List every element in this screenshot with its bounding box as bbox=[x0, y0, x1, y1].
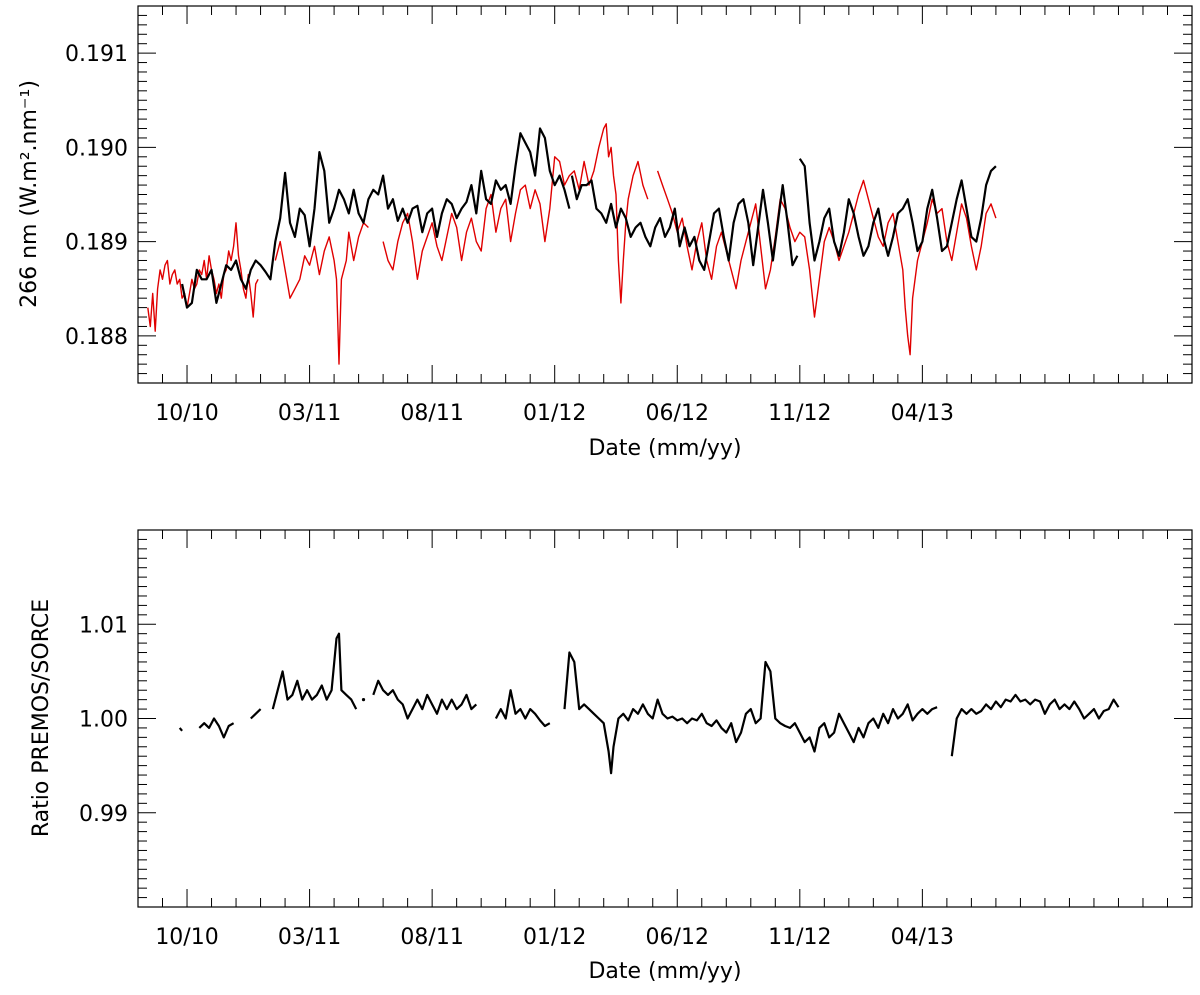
top-series-premos-line bbox=[274, 222, 369, 365]
top-y-tick-label: 0.190 bbox=[65, 136, 128, 161]
bottom-tick-group: 0.99 1.00 1.01 10/10 03/11 08/11 01/12 06/12 11/… bbox=[79, 529, 1193, 950]
top-series-group bbox=[147, 123, 997, 365]
top-y-tick-label: 0.188 bbox=[65, 325, 128, 350]
bottom-series-ratio-line bbox=[198, 717, 235, 739]
bottom-series-ratio-line bbox=[372, 679, 478, 720]
bottom-x-tick-label: 03/11 bbox=[278, 925, 341, 950]
top-y-tick-label: 0.189 bbox=[65, 231, 128, 256]
bottom-x-tick-label: 08/11 bbox=[400, 925, 463, 950]
top-x-tick-label: 10/10 bbox=[155, 401, 218, 426]
bottom-x-tick-label: 11/12 bbox=[768, 925, 831, 950]
top-series-premos-line bbox=[382, 123, 649, 304]
bottom-plot-frame bbox=[137, 529, 1193, 908]
top-x-tick-label: 11/12 bbox=[768, 401, 831, 426]
bottom-x-tick-label: 06/12 bbox=[646, 925, 709, 950]
top-y-axis-title: 266 nm (W.m².nm⁻¹) bbox=[17, 80, 42, 308]
top-series-sorce-line bbox=[570, 175, 799, 271]
bottom-x-tick-label: 04/13 bbox=[891, 925, 954, 950]
top-panel: 0.188 0.189 0.190 0.191 10/10 03/11 08/11 01/12… bbox=[17, 5, 1193, 461]
bottom-series-ratio-line bbox=[563, 651, 938, 775]
bottom-x-tick-label: 01/12 bbox=[523, 925, 586, 950]
top-x-tick-label: 03/11 bbox=[278, 401, 341, 426]
bottom-y-tick-label: 1.00 bbox=[79, 708, 128, 733]
bottom-y-tick-label: 1.01 bbox=[79, 613, 128, 638]
top-x-axis-title: Date (mm/yy) bbox=[588, 436, 741, 461]
bottom-series-ratio-line bbox=[494, 689, 551, 728]
top-x-tick-label: 08/11 bbox=[400, 401, 463, 426]
top-x-tick-label: 06/12 bbox=[646, 401, 709, 426]
top-plot-frame bbox=[137, 5, 1193, 384]
top-series-sorce-line bbox=[798, 158, 997, 262]
bottom-series-ratio-line bbox=[178, 727, 183, 732]
bottom-y-tick-label: 0.99 bbox=[79, 802, 128, 827]
bottom-y-axis-title: Ratio PREMOS/SORCE bbox=[29, 599, 54, 837]
top-x-tick-label: 04/13 bbox=[891, 401, 954, 426]
bottom-series-ratio-line bbox=[271, 632, 358, 710]
bottom-series-ratio-line bbox=[250, 708, 262, 720]
top-y-tick-label: 0.191 bbox=[65, 42, 128, 67]
bottom-x-tick-label: 10/10 bbox=[155, 925, 218, 950]
top-series-sorce-line bbox=[181, 127, 571, 309]
top-series-premos-line bbox=[147, 222, 259, 332]
bottom-series-ratio-point bbox=[361, 698, 366, 702]
top-x-tick-label: 01/12 bbox=[523, 401, 586, 426]
top-tick-group: 0.188 0.189 0.190 0.191 10/10 03/11 08/11 01/12… bbox=[65, 5, 1193, 426]
bottom-series-ratio-line bbox=[950, 693, 1120, 757]
top-series-premos-line bbox=[656, 170, 997, 356]
bottom-series-group bbox=[178, 632, 1120, 775]
bottom-panel: 0.99 1.00 1.01 10/10 03/11 08/11 01/12 06/12 11/… bbox=[29, 529, 1193, 984]
bottom-x-axis-title: Date (mm/yy) bbox=[588, 959, 741, 984]
